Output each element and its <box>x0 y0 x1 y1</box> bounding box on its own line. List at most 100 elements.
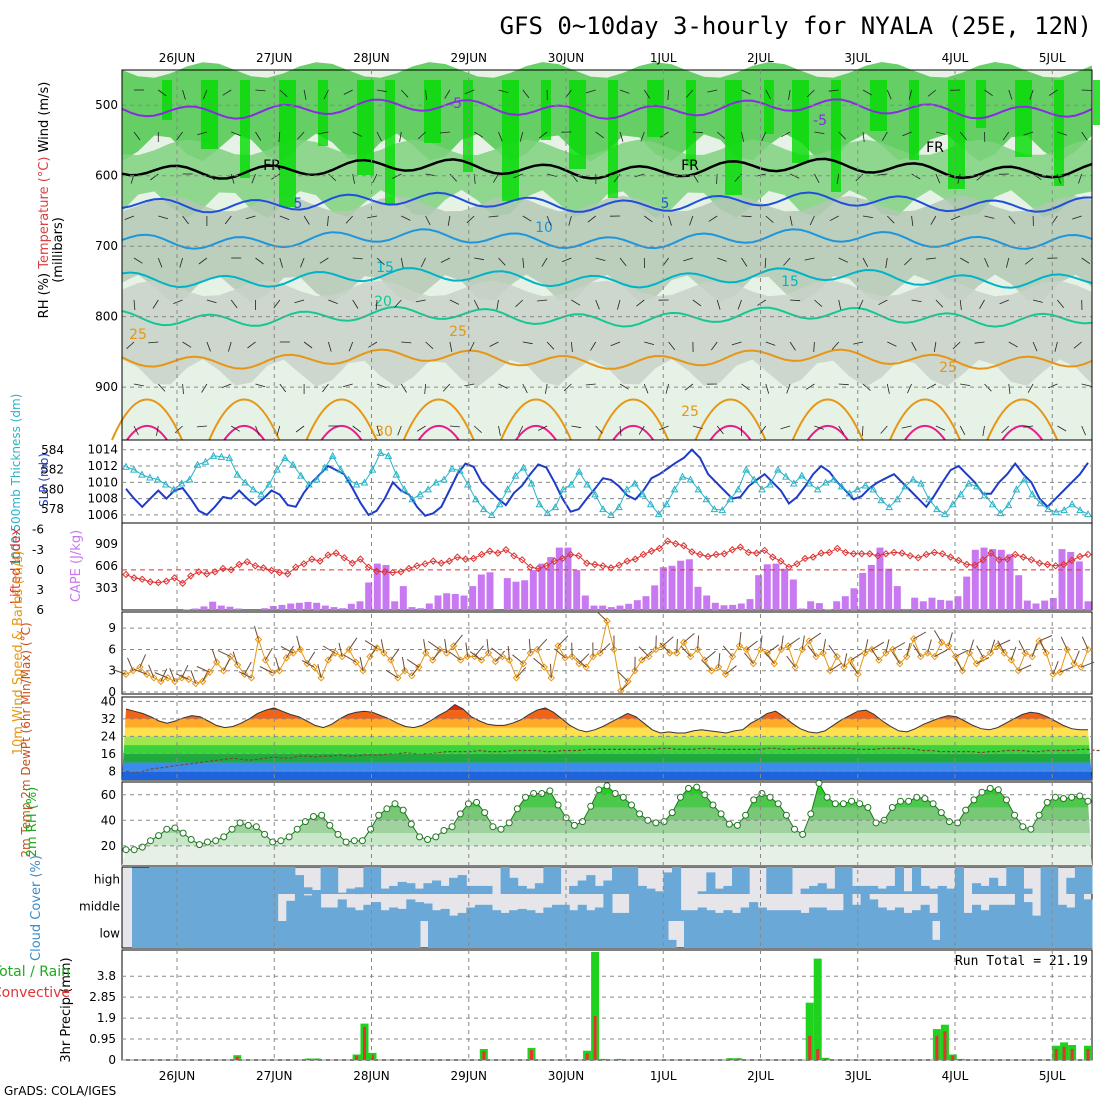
li-point <box>769 553 777 561</box>
thickness-point <box>845 489 854 497</box>
cape-bar <box>269 606 277 610</box>
top-day-label: 29JUN <box>450 51 487 65</box>
wind-barb <box>644 215 653 223</box>
wind-point <box>875 656 883 664</box>
wind-barb <box>979 299 985 309</box>
li-point <box>963 560 971 569</box>
temp-contour <box>121 157 1093 180</box>
wind-point <box>1042 649 1050 657</box>
rh-column <box>569 80 586 169</box>
thickness-point <box>153 475 162 483</box>
wind-barb <box>150 173 159 181</box>
contour-label: 15 <box>781 274 799 290</box>
cloud-bar <box>1006 867 1016 894</box>
cloud-bar <box>714 888 724 894</box>
wind-barb <box>831 341 840 350</box>
wind-barb <box>596 611 608 622</box>
wind-barb <box>741 131 744 142</box>
wind-barb <box>1048 383 1058 389</box>
y-tick-label: 700 <box>95 239 118 253</box>
wind-point <box>484 649 493 657</box>
wind-barb <box>886 383 890 394</box>
wind-barb <box>689 215 694 226</box>
temp-stripe <box>122 745 1092 754</box>
rh-point <box>334 830 342 838</box>
cloud-bar <box>620 867 630 894</box>
wind-barb <box>780 635 784 650</box>
wind-barb <box>1073 650 1080 664</box>
wind-point <box>777 645 785 654</box>
wind-barb <box>427 640 440 650</box>
wind-barb <box>380 639 385 654</box>
cape-bar <box>798 608 806 610</box>
wind-barb <box>925 257 936 260</box>
wind-barb <box>595 425 603 434</box>
cloud-bar <box>284 921 293 948</box>
li-point <box>938 550 947 558</box>
wind-point <box>429 656 437 664</box>
cloud-bar <box>236 921 245 948</box>
cloud-bar <box>652 921 661 948</box>
wind-barb <box>179 257 183 268</box>
thickness-point <box>654 510 663 518</box>
rh-point <box>130 846 138 854</box>
wind-barb <box>157 257 163 268</box>
cloud-bar <box>1057 904 1067 921</box>
thickness-point <box>949 500 957 508</box>
thickness-point <box>471 495 480 503</box>
wind-barb <box>1008 215 1016 225</box>
cape-bar <box>425 603 433 610</box>
rh-column <box>162 80 172 120</box>
wind-barb <box>708 215 718 222</box>
cloud-bar <box>834 867 844 894</box>
rh-point <box>1003 796 1010 804</box>
cape-bar <box>313 602 321 611</box>
li-point <box>397 568 405 576</box>
wind-barb <box>716 425 724 435</box>
cloud-bar <box>217 867 227 894</box>
cape-bar <box>477 574 485 610</box>
cloud-bar <box>596 921 605 948</box>
cloud-bar <box>269 867 279 894</box>
cloud-bar <box>708 921 717 948</box>
cloud-bar <box>329 867 339 894</box>
cloud-bar <box>764 921 773 948</box>
wind-barb <box>901 425 912 429</box>
thickness-point <box>368 465 377 473</box>
cloud-bar <box>989 904 999 921</box>
cloud-bar <box>792 910 802 921</box>
wind-barb <box>376 383 387 388</box>
cloud-bar <box>484 921 493 948</box>
wind-barb <box>423 639 427 654</box>
cloud-bar <box>903 912 913 921</box>
precip-tick-label: 2.85 <box>89 990 116 1004</box>
temp-tick-label: 8 <box>108 764 116 778</box>
cloud-bar <box>646 888 656 894</box>
cloud-bar <box>423 883 433 894</box>
top-day-label: 4JUL <box>942 51 969 65</box>
wind-barb <box>133 257 143 264</box>
wind-barb <box>359 656 364 671</box>
rh-point <box>1068 793 1076 801</box>
rh-point <box>733 821 741 829</box>
hot-loop <box>806 424 849 441</box>
cloud-bar <box>594 885 604 894</box>
legend-total: Total / Rain <box>0 964 70 980</box>
cape-bar <box>339 608 347 610</box>
wind-barb <box>862 215 873 218</box>
wind-point <box>442 649 451 657</box>
thickness-point <box>503 485 512 493</box>
thickness-tick-label: 582 <box>41 463 64 477</box>
cape-bar <box>607 607 615 610</box>
contour-label: FR <box>926 140 944 156</box>
wind-barb <box>217 650 231 657</box>
wind-barb <box>930 215 937 225</box>
rh-point <box>839 800 847 808</box>
thickness-point <box>1068 500 1076 508</box>
li-point <box>874 552 882 560</box>
wind-barb <box>230 173 235 184</box>
rh-band <box>122 280 1092 387</box>
thickness-point <box>456 466 464 474</box>
